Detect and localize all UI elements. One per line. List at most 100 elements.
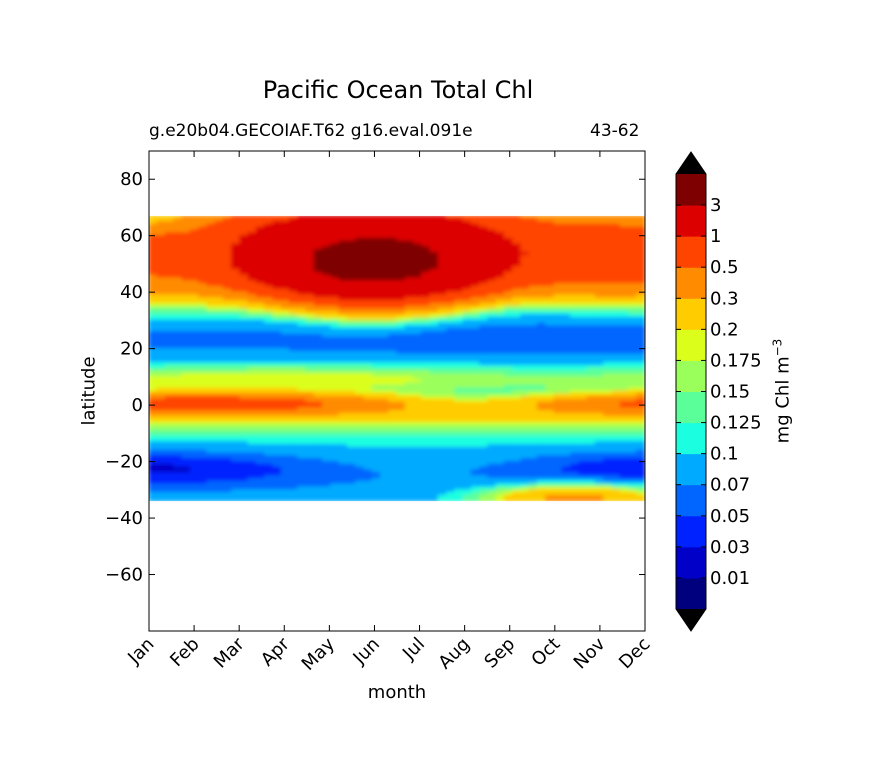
field-cell <box>487 232 497 237</box>
field-cell <box>206 449 216 454</box>
field-cell <box>164 367 175 372</box>
field-cell <box>346 285 357 290</box>
field-cell <box>404 215 415 220</box>
field-cell <box>156 435 167 440</box>
field-cell <box>512 401 522 406</box>
field-cell <box>149 359 158 364</box>
field-cell <box>255 410 266 415</box>
field-cell <box>149 297 158 302</box>
field-cell <box>206 229 216 234</box>
field-cell <box>437 379 448 384</box>
field-cell <box>437 260 448 265</box>
field-cell <box>421 249 431 254</box>
field-cell <box>479 235 489 240</box>
field-cell <box>487 331 497 336</box>
field-cell <box>421 348 431 353</box>
field-cell <box>512 390 522 395</box>
field-cell <box>586 415 596 420</box>
field-cell <box>578 243 588 248</box>
field-cell <box>528 407 539 412</box>
field-cell <box>512 336 522 341</box>
field-cell <box>446 407 456 412</box>
field-cell <box>264 336 274 341</box>
field-cell <box>462 314 472 319</box>
field-cell <box>346 398 357 403</box>
field-cell <box>280 339 291 344</box>
field-cell <box>181 429 191 434</box>
field-cell <box>421 325 431 330</box>
field-cell <box>611 331 621 336</box>
field-cell <box>611 381 621 386</box>
field-cell <box>454 367 464 372</box>
field-cell <box>264 384 274 389</box>
field-cell <box>503 373 514 378</box>
field-cell <box>570 319 580 324</box>
field-cell <box>503 328 514 333</box>
field-cell <box>437 232 448 237</box>
field-cell <box>603 240 613 245</box>
field-cell <box>388 226 398 231</box>
field-cell <box>371 444 382 449</box>
field-cell <box>231 322 241 327</box>
field-cell <box>156 291 167 296</box>
field-cell <box>305 381 315 386</box>
field-cell <box>470 387 481 392</box>
field-cell <box>206 359 216 364</box>
field-cell <box>181 356 191 361</box>
field-cell <box>388 260 398 265</box>
field-cell <box>206 339 216 344</box>
field-cell <box>231 297 241 302</box>
field-cell <box>338 319 348 324</box>
field-cell <box>388 359 398 364</box>
field-cell <box>561 384 572 389</box>
field-cell <box>611 333 621 338</box>
field-cell <box>421 314 431 319</box>
field-cell <box>338 254 348 259</box>
field-cell <box>288 362 299 367</box>
field-cell <box>578 362 588 367</box>
field-cell <box>264 381 274 386</box>
field-cell <box>536 418 547 423</box>
field-cell <box>189 215 200 220</box>
field-cell <box>454 325 464 330</box>
field-cell <box>355 373 365 378</box>
field-cell <box>512 294 522 299</box>
field-cell <box>611 294 621 299</box>
field-cell <box>603 359 613 364</box>
field-cell <box>495 316 506 322</box>
field-cell <box>636 418 645 423</box>
field-cell <box>570 308 580 313</box>
field-cell <box>355 350 365 355</box>
field-cell <box>156 297 167 302</box>
field-cell <box>470 367 481 372</box>
field-cell <box>239 285 249 290</box>
field-cell <box>164 328 175 333</box>
field-cell <box>421 418 431 423</box>
field-cell <box>214 362 224 367</box>
field-cell <box>627 429 638 434</box>
field-cell <box>570 260 580 265</box>
field-cell <box>528 342 539 347</box>
field-cell <box>338 390 348 395</box>
field-cell <box>156 235 167 240</box>
chlorophyll-field <box>149 151 645 631</box>
field-cell <box>487 285 497 290</box>
field-cell <box>247 396 258 401</box>
field-cell <box>603 410 613 415</box>
field-cell <box>487 381 497 386</box>
field-cell <box>429 432 439 437</box>
field-cell <box>479 435 489 440</box>
field-cell <box>297 300 307 305</box>
field-cell <box>164 237 175 242</box>
field-cell <box>404 390 415 395</box>
field-cell <box>247 285 258 290</box>
field-cell <box>536 325 547 330</box>
field-cell <box>330 220 340 226</box>
field-cell <box>297 435 307 440</box>
field-cell <box>272 235 282 240</box>
field-cell <box>255 297 266 302</box>
field-cell <box>189 441 200 446</box>
field-cell <box>536 280 547 285</box>
field-cell <box>164 404 175 409</box>
field-cell <box>272 328 282 333</box>
